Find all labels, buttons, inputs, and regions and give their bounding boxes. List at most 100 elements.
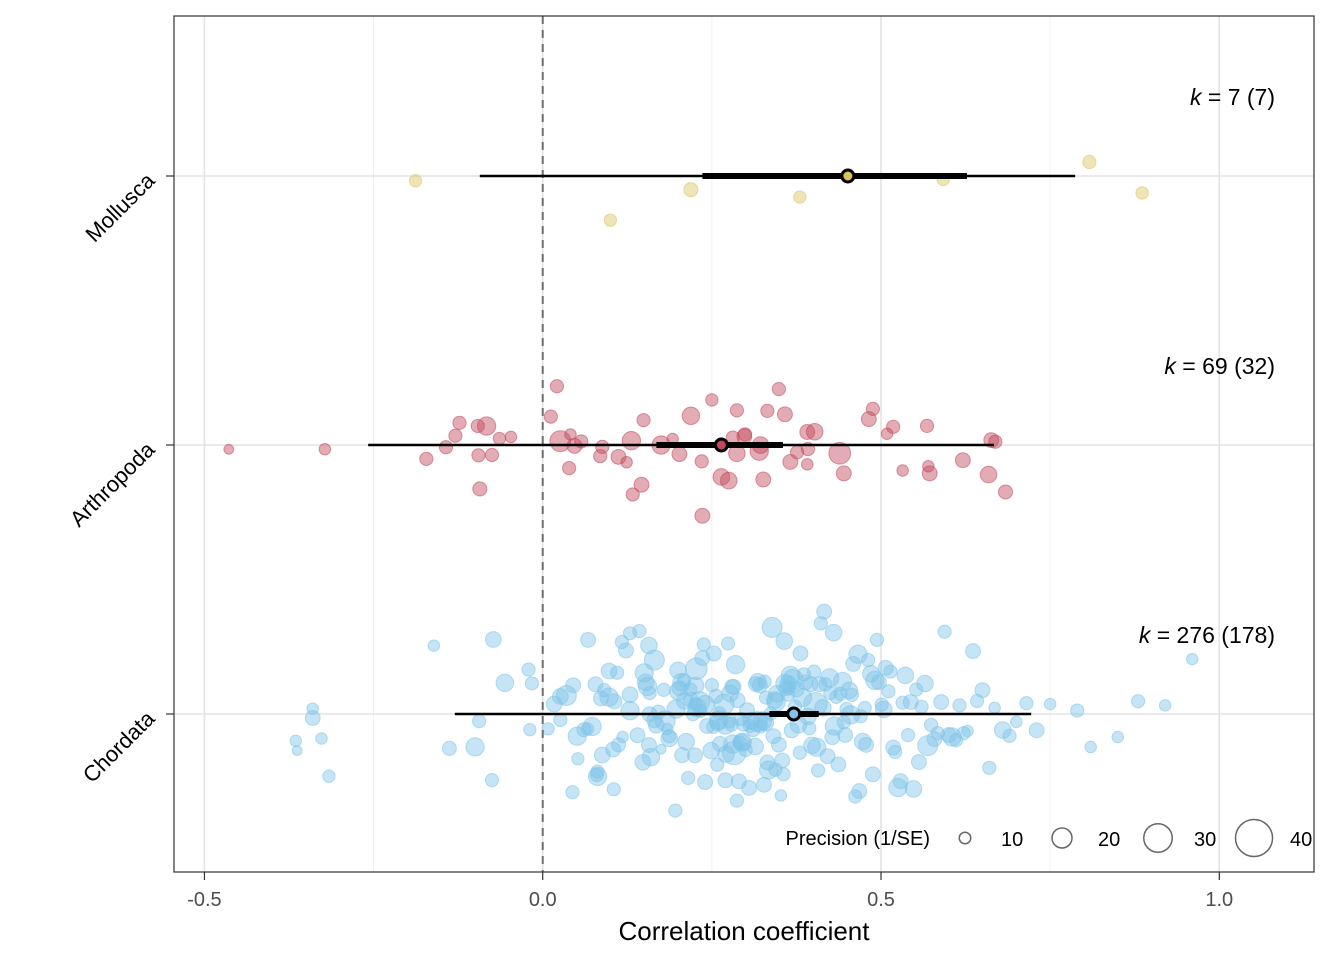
effect-point	[792, 745, 807, 760]
effect-point	[896, 464, 909, 477]
interval-lines	[368, 168, 1076, 722]
effect-point	[650, 704, 666, 720]
effect-point	[655, 743, 667, 755]
effect-point	[671, 680, 688, 697]
effect-point	[684, 657, 708, 681]
effect-point	[760, 403, 775, 418]
effect-point	[427, 639, 441, 652]
effect-point	[621, 431, 642, 451]
effect-point	[472, 714, 487, 729]
x-axis-title: Correlation coefficient	[619, 916, 871, 946]
effect-point	[776, 406, 793, 423]
k-symbol: k	[1190, 84, 1203, 110]
effect-point	[671, 446, 688, 463]
effect-point	[674, 747, 691, 764]
effect-point	[818, 677, 833, 692]
effect-point	[322, 769, 336, 783]
k-symbol: k	[1164, 353, 1177, 379]
effect-point	[877, 659, 894, 676]
panel-border	[173, 15, 1315, 873]
k-symbol: k	[1139, 622, 1152, 648]
effect-point	[636, 413, 651, 428]
effect-point	[521, 662, 536, 677]
effect-point	[982, 760, 997, 775]
effect-point	[851, 783, 868, 800]
effect-point	[621, 686, 639, 704]
effect-point	[472, 481, 488, 497]
effect-point	[543, 409, 558, 424]
effect-point	[952, 698, 967, 713]
effect-point	[883, 664, 898, 679]
effect-point	[465, 737, 485, 757]
effect-point	[810, 763, 826, 778]
effect-point	[629, 727, 646, 744]
effect-point	[441, 740, 457, 756]
effect-point	[616, 730, 629, 744]
y-tick-label: Mollusca	[80, 167, 160, 247]
effect-point	[697, 774, 714, 791]
effect-point	[792, 687, 813, 708]
effect-point	[610, 665, 625, 680]
effect-point	[620, 456, 633, 469]
pooled-estimate	[840, 168, 856, 184]
effect-point	[565, 785, 580, 800]
effect-point	[865, 670, 885, 691]
effect-point	[484, 772, 500, 788]
legend-size-label: 30	[1194, 829, 1216, 851]
effect-point	[719, 471, 738, 490]
effect-point	[717, 745, 735, 763]
effect-point	[871, 674, 887, 691]
effect-point	[921, 465, 938, 482]
effect-point	[805, 422, 824, 441]
effect-point	[617, 642, 634, 659]
effect-point	[1135, 186, 1149, 200]
effect-point	[438, 440, 454, 455]
effect-point	[904, 780, 923, 798]
effect-point	[802, 721, 817, 736]
legend-size-key	[958, 831, 972, 845]
effect-point	[869, 632, 885, 647]
effect-point	[582, 716, 602, 737]
effect-point	[643, 649, 665, 671]
effect-point	[681, 770, 696, 786]
effect-point	[954, 452, 971, 469]
effect-point	[988, 434, 1003, 449]
legend-title: Precision (1/SE)	[786, 828, 931, 850]
effect-point	[1082, 154, 1097, 170]
k-label: k = 276 (178)	[1139, 622, 1275, 648]
effect-point	[892, 773, 909, 790]
effect-point	[495, 673, 515, 693]
effect-point	[765, 728, 782, 745]
legend-size-key	[1143, 823, 1173, 853]
effect-point	[1185, 652, 1199, 666]
effect-point	[741, 779, 758, 796]
effect-point	[492, 431, 507, 446]
effect-point	[686, 676, 705, 695]
effect-point	[835, 465, 852, 482]
legend-size-key	[1234, 818, 1274, 858]
k-value: = 69 (32)	[1176, 353, 1275, 379]
effect-point	[746, 737, 764, 756]
effect-point	[541, 722, 555, 736]
effect-point	[610, 737, 627, 753]
effect-point	[864, 766, 881, 783]
effect-point	[979, 465, 998, 484]
pooled-estimate	[786, 706, 802, 722]
effect-point	[761, 616, 783, 638]
effect-point	[549, 379, 565, 394]
effect-point	[888, 744, 903, 760]
effect-point	[736, 428, 753, 445]
effect-point	[620, 701, 640, 721]
effect-point	[1084, 740, 1097, 754]
effect-point	[811, 676, 828, 693]
effect-point	[755, 471, 772, 488]
effect-point	[593, 448, 608, 464]
effect-point	[802, 676, 819, 693]
y-tick-label: Chordata	[78, 705, 160, 787]
effect-point	[662, 729, 677, 744]
effect-point	[562, 461, 577, 476]
effect-point	[641, 747, 661, 767]
effect-point	[1043, 697, 1057, 711]
effect-point	[704, 678, 719, 693]
effect-point	[919, 418, 935, 433]
